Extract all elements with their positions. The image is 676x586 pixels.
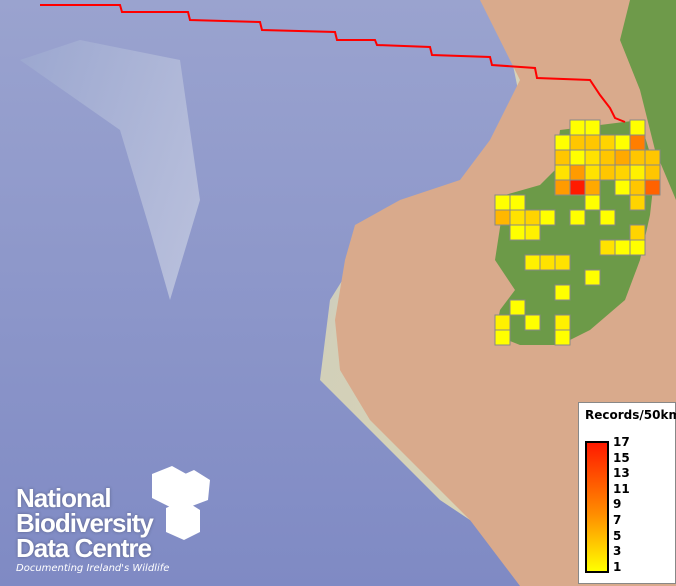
- grid-cell[interactable]: [569, 164, 586, 181]
- legend-tick: 7: [613, 513, 622, 527]
- grid-cell[interactable]: [509, 209, 526, 226]
- grid-cell[interactable]: [554, 254, 571, 271]
- grid-cell[interactable]: [584, 134, 601, 151]
- grid-cell[interactable]: [554, 149, 571, 166]
- boundary-line: [40, 4, 626, 123]
- grid-cell[interactable]: [614, 164, 631, 181]
- nbdc-logo: National Biodiversity Data Centre Docume…: [16, 483, 170, 574]
- grid-cell[interactable]: [539, 209, 556, 226]
- grid-cell[interactable]: [494, 329, 511, 346]
- grid-cell[interactable]: [569, 179, 586, 196]
- grid-cell[interactable]: [524, 314, 541, 331]
- grid-cell[interactable]: [554, 134, 571, 151]
- britain-land: [620, 0, 676, 200]
- records-grid: [494, 119, 661, 346]
- grid-cell[interactable]: [629, 194, 646, 211]
- logo-tagline: Documenting Ireland's Wildlife: [16, 563, 170, 574]
- grid-cell[interactable]: [569, 209, 586, 226]
- grid-cell[interactable]: [599, 149, 616, 166]
- grid-cell[interactable]: [584, 119, 601, 136]
- grid-cell[interactable]: [569, 134, 586, 151]
- grid-cell[interactable]: [494, 314, 511, 331]
- grid-cell[interactable]: [524, 254, 541, 271]
- grid-cell[interactable]: [524, 209, 541, 226]
- grid-cell[interactable]: [629, 224, 646, 241]
- legend-title: Records/50km: [585, 408, 676, 422]
- logo-line-1: National: [16, 483, 112, 513]
- legend-tick: 17: [613, 435, 630, 449]
- grid-cell[interactable]: [494, 209, 511, 226]
- grid-cell[interactable]: [644, 149, 661, 166]
- grid-cell[interactable]: [509, 299, 526, 316]
- grid-cell[interactable]: [584, 194, 601, 211]
- grid-cell[interactable]: [629, 179, 646, 196]
- grid-cell[interactable]: [629, 149, 646, 166]
- grid-cell[interactable]: [554, 329, 571, 346]
- logo-line-3: Data Centre: [16, 533, 152, 563]
- logo-hexagon-icon: [152, 466, 210, 540]
- logo-line-2: Biodiversity: [16, 508, 154, 538]
- grid-cell[interactable]: [509, 194, 526, 211]
- grid-cell[interactable]: [524, 224, 541, 241]
- grid-cell[interactable]: [554, 314, 571, 331]
- grid-cell[interactable]: [569, 119, 586, 136]
- legend-tick: 3: [613, 544, 622, 559]
- grid-cell[interactable]: [629, 119, 646, 136]
- grid-cell[interactable]: [644, 164, 661, 181]
- grid-cell[interactable]: [599, 134, 616, 151]
- grid-cell[interactable]: [554, 179, 571, 196]
- grid-cell[interactable]: [554, 164, 571, 181]
- legend-tick: 13: [613, 466, 630, 481]
- legend: Records/50km 17 15 13 11 9 7 5 3 1: [578, 402, 676, 584]
- grid-cell[interactable]: [584, 179, 601, 196]
- grid-cell[interactable]: [584, 164, 601, 181]
- grid-cell[interactable]: [629, 134, 646, 151]
- grid-cell[interactable]: [494, 194, 511, 211]
- legend-tick: 15: [613, 450, 630, 465]
- grid-cell[interactable]: [554, 284, 571, 301]
- grid-cell[interactable]: [629, 239, 646, 256]
- grid-cell[interactable]: [599, 164, 616, 181]
- legend-tick: 1: [613, 559, 622, 574]
- grid-cell[interactable]: [599, 209, 616, 226]
- legend-tick: 9: [613, 497, 622, 512]
- grid-cell[interactable]: [614, 179, 631, 196]
- legend-color-bar: [585, 441, 609, 573]
- grid-cell[interactable]: [614, 239, 631, 256]
- legend-tick: 11: [613, 481, 630, 496]
- grid-cell[interactable]: [599, 239, 616, 256]
- grid-cell[interactable]: [629, 164, 646, 181]
- grid-cell[interactable]: [614, 149, 631, 166]
- grid-cell[interactable]: [539, 254, 556, 271]
- grid-cell[interactable]: [584, 269, 601, 286]
- grid-cell[interactable]: [569, 149, 586, 166]
- grid-cell[interactable]: [584, 149, 601, 166]
- grid-cell[interactable]: [614, 134, 631, 151]
- legend-tick: 5: [613, 528, 622, 543]
- grid-cell[interactable]: [509, 224, 526, 241]
- grid-cell[interactable]: [644, 179, 661, 196]
